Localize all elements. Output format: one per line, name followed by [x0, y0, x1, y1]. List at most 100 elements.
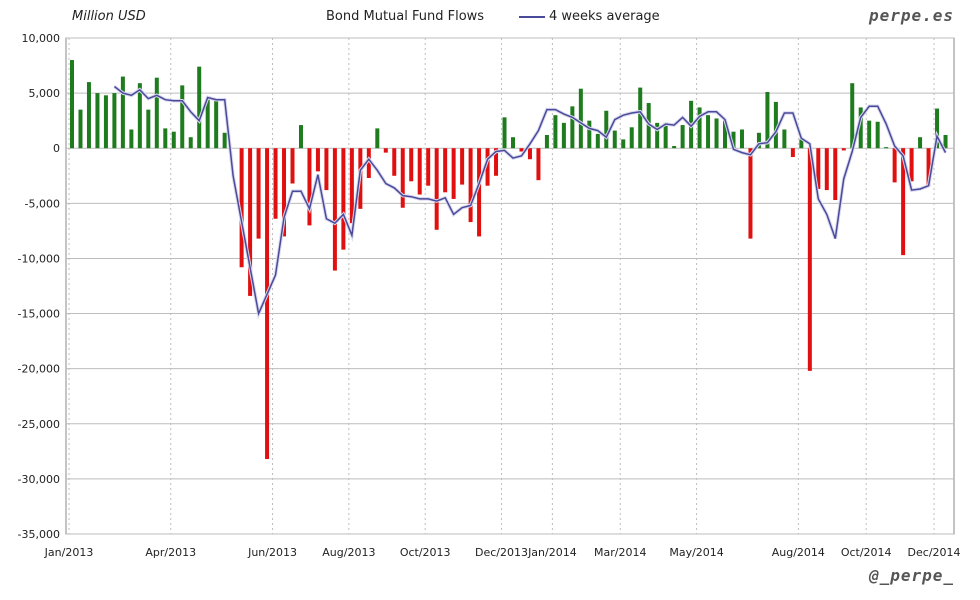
flow-bar — [638, 87, 643, 149]
x-tick-label: Oct/2013 — [400, 546, 451, 559]
x-tick-label: Aug/2013 — [322, 546, 375, 559]
flow-bar — [392, 148, 397, 176]
legend-line-swatch — [519, 15, 545, 18]
flow-bar — [282, 148, 287, 237]
y-unit-label: Million USD — [72, 9, 146, 24]
flow-bar — [366, 148, 371, 178]
flow-bar — [120, 76, 125, 149]
flow-bar — [739, 129, 744, 149]
flow-bar — [587, 120, 592, 149]
flow-bar — [417, 148, 422, 195]
flow-bar — [375, 128, 380, 149]
flow-bar — [731, 131, 736, 149]
x-tick-label: Jan/2013 — [44, 546, 94, 559]
flow-bar — [426, 148, 431, 186]
flow-bar — [790, 148, 795, 158]
x-tick-label: Dec/2014 — [908, 546, 961, 559]
flow-bar — [519, 148, 524, 152]
flow-bar — [672, 146, 677, 149]
flow-bar — [926, 148, 931, 186]
flow-bar — [511, 137, 515, 149]
flow-bar — [841, 148, 846, 151]
flow-bar — [315, 148, 320, 172]
flow-bar — [95, 93, 100, 149]
flow-bar — [858, 107, 863, 149]
bars-layer — [70, 60, 948, 460]
flow-bar — [824, 148, 829, 191]
flow-bar — [799, 139, 804, 149]
legend: 4 weeks average — [519, 9, 660, 24]
brand-watermark-top: perpe.es — [868, 6, 954, 25]
flow-bar — [604, 110, 609, 149]
flow-bar — [434, 148, 439, 230]
flow-bar — [197, 66, 202, 149]
flow-bar — [909, 148, 914, 182]
flow-bar — [502, 117, 507, 149]
flow-bar — [349, 148, 354, 224]
flow-bar — [154, 77, 159, 149]
flow-bar — [612, 130, 617, 149]
flow-bar — [875, 121, 880, 149]
y-tick-label: -35,000 — [18, 528, 60, 541]
average-line-halo — [113, 85, 948, 320]
flow-bar — [723, 120, 728, 149]
y-tick-label: 10,000 — [22, 32, 61, 45]
flow-bar — [171, 131, 176, 149]
flow-bar — [697, 107, 702, 149]
flow-bar — [137, 83, 142, 149]
flow-bar — [103, 95, 108, 149]
flow-bar — [943, 134, 948, 149]
average-line — [113, 85, 947, 317]
x-tick-label: Jun/2013 — [247, 546, 297, 559]
flow-bar — [112, 93, 117, 149]
flow-bar — [536, 148, 541, 181]
flow-bar — [383, 148, 388, 153]
flow-bar — [70, 60, 74, 149]
flow-bar — [773, 101, 778, 149]
x-tick-label: Jan/2014 — [527, 546, 577, 559]
flow-bar — [494, 148, 499, 176]
flow-bar — [409, 148, 414, 182]
flow-bar — [163, 128, 168, 149]
flow-bar — [341, 148, 346, 250]
flow-bar — [935, 108, 940, 149]
flow-bar — [332, 148, 337, 271]
flow-bar — [756, 132, 761, 149]
flow-bar — [782, 129, 787, 149]
flow-bar — [86, 82, 91, 149]
flow-bar — [214, 99, 219, 149]
flow-bar — [290, 148, 295, 184]
flow-bar — [629, 127, 634, 149]
flow-bar — [239, 148, 244, 268]
flow-bar — [324, 148, 329, 191]
flow-bar — [621, 139, 626, 149]
y-tick-label: -30,000 — [18, 473, 60, 486]
flow-bar — [850, 83, 855, 149]
flow-bar — [807, 148, 812, 371]
flow-bar — [901, 148, 906, 256]
y-tick-label: -25,000 — [18, 418, 60, 431]
legend-label: 4 weeks average — [549, 9, 660, 24]
y-tick-label: -15,000 — [18, 308, 60, 321]
flow-bar — [748, 148, 753, 239]
flow-bar — [527, 148, 532, 160]
flow-bar — [706, 115, 711, 149]
flow-bar — [867, 120, 872, 149]
flow-bar — [180, 85, 185, 149]
line-layer — [113, 85, 948, 320]
flow-bar — [918, 137, 923, 149]
x-tick-label: Mar/2014 — [594, 546, 646, 559]
flow-bar — [468, 148, 473, 223]
flow-bar — [248, 148, 253, 296]
flow-bar — [256, 148, 261, 239]
x-tick-label: Dec/2013 — [475, 546, 528, 559]
flow-bar — [765, 92, 770, 149]
x-tick-label: Aug/2014 — [772, 546, 825, 559]
x-tick-label: Oct/2014 — [841, 546, 892, 559]
flow-bar — [477, 148, 482, 237]
y-tick-label: 5,000 — [29, 87, 61, 100]
flow-bar — [884, 147, 889, 149]
y-tick-label: -20,000 — [18, 363, 60, 376]
